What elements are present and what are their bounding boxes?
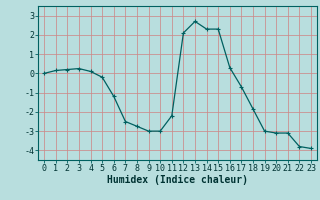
X-axis label: Humidex (Indice chaleur): Humidex (Indice chaleur): [107, 175, 248, 185]
